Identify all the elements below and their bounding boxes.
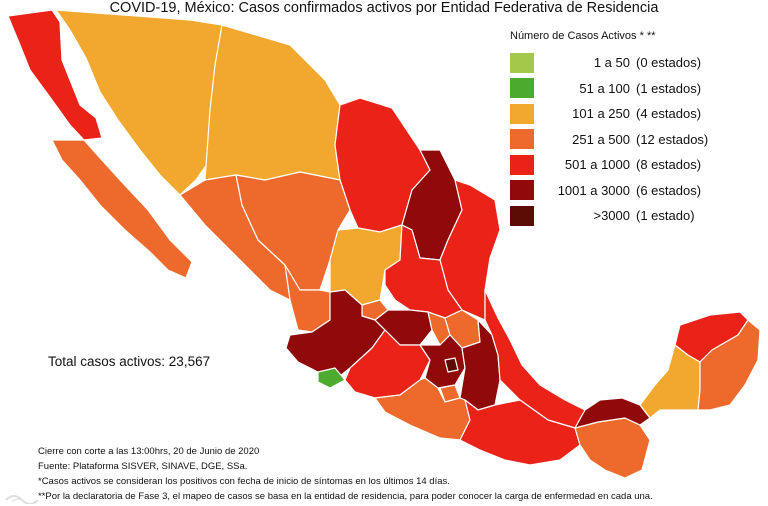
legend-range: 101 a 250 xyxy=(572,106,630,122)
state-baja-california xyxy=(7,9,103,141)
legend-swatch xyxy=(510,205,534,226)
legend-count: (1 estado) xyxy=(636,208,695,224)
map-title: COVID-19, México: Casos confirmados acti… xyxy=(109,0,659,16)
legend-count: (1 estados) xyxy=(636,80,702,96)
legend-title: Número de Casos Activos * ** xyxy=(510,30,656,42)
legend-item: 501 a 1000 (8 estados) xyxy=(510,152,760,178)
legend-item: 101 a 250 (4 estados) xyxy=(510,101,760,127)
footnote-source: Fuente: Plataforma SISVER, SINAVE, DGE, … xyxy=(38,461,248,472)
footnotes: Cierre con corte a las 13:00hrs, 20 de J… xyxy=(38,444,653,504)
state-quintana-roo xyxy=(697,319,761,411)
logo-icon xyxy=(5,495,39,504)
legend-range: 51 a 100 xyxy=(579,80,630,96)
footnote-cutoff: Cierre con corte a las 13:00hrs, 20 de J… xyxy=(38,446,260,457)
legend-swatch xyxy=(510,78,534,99)
legend-item: 51 a 100 (1 estados) xyxy=(510,76,760,102)
legend-item: 1001 a 3000 (6 estados) xyxy=(510,178,760,204)
state-colima xyxy=(317,367,346,389)
legend-swatch xyxy=(510,129,534,150)
total-active-cases: Total casos activos: 23,567 xyxy=(48,354,211,369)
state-tabasco xyxy=(574,397,651,429)
footnote-definition: *Casos activos se consideran los positiv… xyxy=(38,476,450,487)
legend-swatch xyxy=(510,103,534,124)
footnote-phase3: **Por la declaratoria de Fase 3, el mape… xyxy=(38,491,653,502)
legend-range: 1001 a 3000 xyxy=(557,182,630,198)
legend-range: 251 a 500 xyxy=(572,131,630,147)
legend-count: (12 estados) xyxy=(636,131,709,147)
legend-range: 501 a 1000 xyxy=(564,157,630,173)
state-baja-california-sur xyxy=(51,139,193,279)
state-ciudad-de-mexico xyxy=(444,357,459,373)
legend-swatch xyxy=(510,52,534,73)
legend-count: (4 estados) xyxy=(636,106,702,122)
state-chihuahua xyxy=(204,24,341,181)
legend-item: >3000 (1 estado) xyxy=(510,203,760,229)
legend-count: (6 estados) xyxy=(636,182,702,198)
legend-swatch xyxy=(510,180,534,201)
legend-count: (0 estados) xyxy=(636,55,702,71)
state-guerrero xyxy=(374,377,471,441)
legend-range: 1 a 50 xyxy=(593,55,630,71)
legend-item: 1 a 50 (0 estados) xyxy=(510,50,760,76)
legend: Número de Casos Activos * ** 1 a 50 (0 e… xyxy=(510,30,760,229)
state-estado-de-mexico xyxy=(419,334,466,389)
legend-swatch xyxy=(510,154,534,175)
state-zacatecas xyxy=(329,224,403,306)
legend-item: 251 a 500 (12 estados) xyxy=(510,127,760,153)
legend-count: (8 estados) xyxy=(636,157,702,173)
legend-range: >3000 xyxy=(593,208,630,224)
